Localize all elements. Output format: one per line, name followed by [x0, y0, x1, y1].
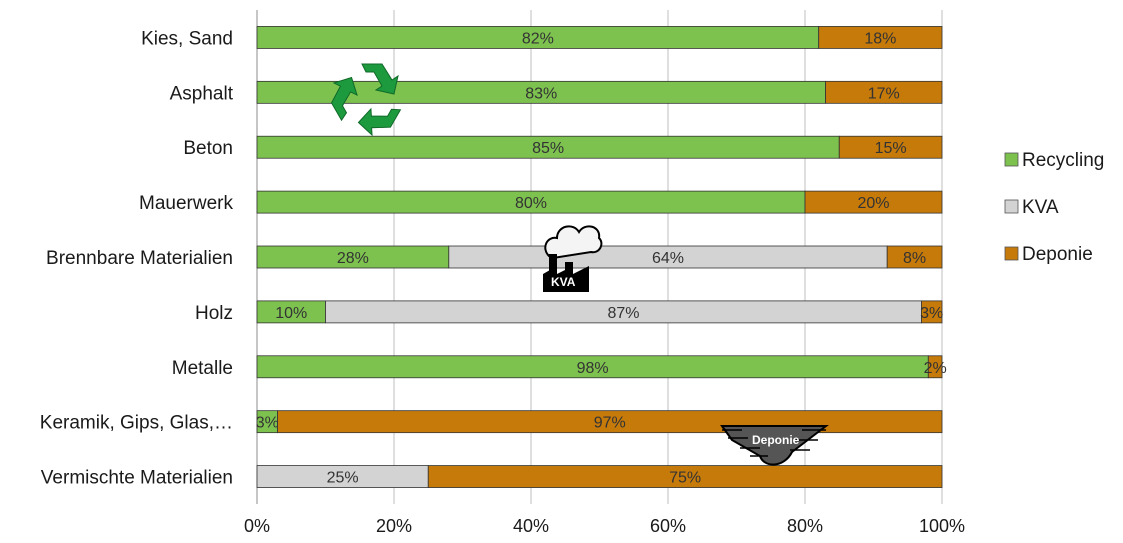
data-label: 82% [522, 30, 554, 47]
x-tick-label: 0% [244, 516, 270, 536]
category-label: Kies, Sand [141, 28, 233, 49]
data-label: 3% [920, 305, 943, 322]
data-label: 64% [652, 250, 684, 267]
kva-factory-icon: KVA [543, 225, 603, 292]
legend-label: Recycling [1022, 150, 1104, 171]
legend-swatch [1004, 199, 1019, 214]
x-axis-ticks: 0% 20% 40% 60% 80% 100% [244, 516, 965, 536]
data-label: 3% [256, 415, 279, 432]
category-label: Metalle [172, 358, 233, 379]
bar-segment [818, 26, 943, 49]
data-label: 8% [903, 250, 926, 267]
data-label: 75% [669, 470, 701, 487]
category-label: Mauerwerk [139, 193, 233, 214]
data-label: 83% [525, 85, 557, 102]
bar-segment [427, 465, 943, 488]
deponie-landfill-icon: Deponie [720, 425, 829, 466]
kva-icon-label: KVA [551, 275, 576, 289]
bar-segment [838, 135, 943, 159]
category-label: Beton [183, 138, 233, 159]
x-tick-label: 100% [919, 516, 965, 536]
data-label: 87% [607, 305, 639, 322]
legend-label: KVA [1022, 197, 1059, 218]
bar-segment [921, 300, 943, 324]
category-label: Asphalt [170, 83, 234, 104]
category-label: Holz [195, 303, 233, 324]
x-tick-label: 60% [650, 516, 686, 536]
data-label: 15% [875, 140, 907, 157]
category-label: Vermischte Materialien [41, 468, 233, 489]
data-label: 18% [864, 30, 896, 47]
data-label: 17% [868, 85, 900, 102]
data-label: 10% [275, 305, 307, 322]
bar-segment [927, 355, 943, 379]
deponie-icon-label: Deponie [752, 433, 800, 447]
bar-segment [804, 190, 943, 214]
data-label: 2% [924, 360, 947, 377]
data-label: 25% [327, 470, 359, 487]
x-tick-label: 20% [376, 516, 412, 536]
category-label: Brennbare Materialien [46, 248, 233, 269]
legend-label: Deponie [1022, 244, 1093, 265]
legend: Recycling KVA Deponie [1004, 150, 1104, 265]
data-label: 85% [532, 140, 564, 157]
data-label: 80% [515, 195, 547, 212]
bar-segment [886, 245, 943, 269]
category-label: Keramik, Gips, Glas,… [40, 413, 233, 434]
category-labels: Kies, Sand Asphalt Beton Mauerwerk Brennbare… [40, 28, 234, 488]
bar-segment [825, 80, 943, 104]
recycling-symbol-icon [330, 63, 402, 137]
data-label: 98% [577, 360, 609, 377]
legend-swatch [1004, 152, 1019, 167]
data-label: 20% [857, 195, 889, 212]
legend-swatch [1004, 246, 1019, 261]
data-label: 28% [337, 250, 369, 267]
x-tick-label: 80% [787, 516, 823, 536]
data-label: 97% [594, 415, 626, 432]
bars: 82% 18% 83% 17% 85% 15% 80% 20% 28% 64% 8% 10% 87% 3%… [256, 26, 947, 488]
x-tick-label: 40% [513, 516, 549, 536]
